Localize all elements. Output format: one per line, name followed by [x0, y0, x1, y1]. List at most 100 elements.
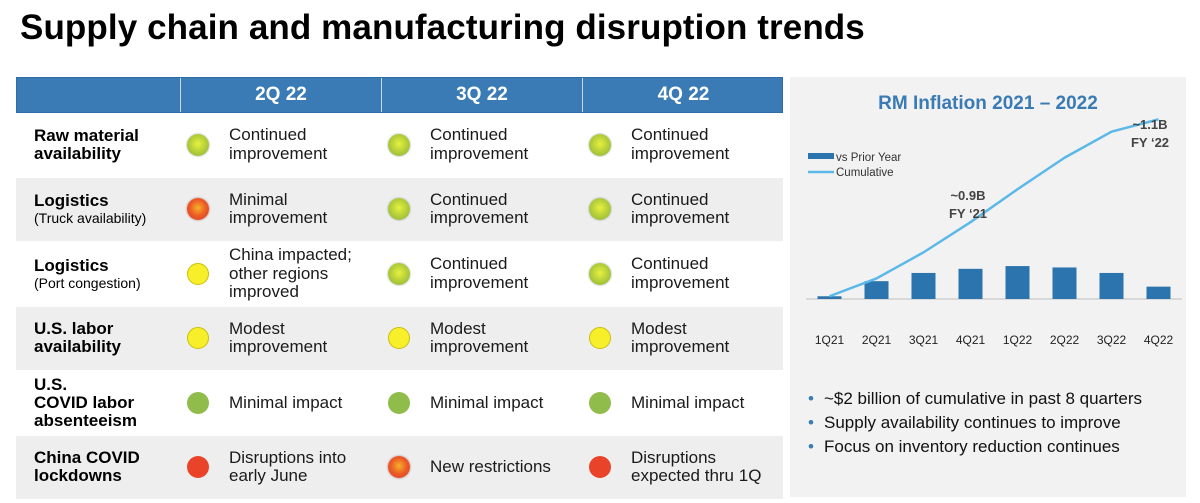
bar: [864, 281, 889, 299]
bullet-item: • Supply availability continues to improv…: [808, 411, 1142, 435]
status-cell: Continued improvement: [581, 178, 783, 242]
bullet-list: • ~$2 billion of cumulative in past 8 qua…: [808, 387, 1142, 459]
status-cell: Continued improvement: [581, 242, 783, 306]
x-tick-label: 2Q21: [862, 333, 892, 347]
x-tick-label: 4Q21: [956, 333, 986, 347]
status-dot-icon: [589, 391, 611, 414]
status-dot-icon: [187, 456, 209, 479]
row-label-main: U.S. COVID labor absenteeism: [34, 374, 137, 430]
status-cell: China impacted; other regions improved: [179, 242, 380, 306]
status-cell: Continued improvement: [581, 113, 783, 177]
x-tick-label: 3Q21: [909, 333, 939, 347]
disruption-table: 2Q 22 3Q 22 4Q 22 Raw material availabil…: [16, 77, 783, 500]
bar: [911, 272, 936, 299]
row-label: Logistics (Port congestion): [16, 242, 179, 306]
x-tick-label: 3Q22: [1097, 333, 1127, 347]
bullet-icon: •: [808, 389, 814, 408]
bar: [817, 296, 842, 299]
header-cell-3q22: 3Q 22: [381, 78, 582, 112]
table-header: 2Q 22 3Q 22 4Q 22: [16, 77, 783, 113]
header-cell-4q22: 4Q 22: [582, 78, 784, 112]
status-text: Continued improvement: [631, 254, 730, 292]
rm-inflation-chart: 1Q21 2Q21 3Q21 4Q21 1Q22 2Q22 3Q22 4Q22 vs Prior…: [806, 117, 1182, 347]
legend-label-bars: vs Prior Year: [836, 152, 901, 164]
row-label-main: U.S. labor availability: [34, 319, 121, 357]
rm-inflation-panel: RM Inflation 2021 – 2022 1Q21 2Q21 3Q21 4Q2…: [790, 77, 1186, 497]
status-dot-icon: [187, 262, 209, 285]
status-dot-icon: [589, 262, 611, 285]
row-label-main: Logistics: [34, 191, 109, 211]
bar: [1052, 267, 1077, 299]
bullet-item: • ~$2 billion of cumulative in past 8 qua…: [808, 387, 1142, 411]
status-dot-icon: [388, 133, 410, 156]
status-text: Continued improvement: [631, 189, 730, 228]
header-cell-blank: [17, 78, 180, 112]
status-cell: Minimal impact: [380, 371, 581, 435]
status-cell: Modest improvement: [179, 307, 380, 371]
status-cell: Disruptions expected thru 1Q: [581, 436, 783, 500]
x-tick-label: 1Q22: [1003, 333, 1033, 347]
legend-label-line: Cumulative: [836, 167, 894, 179]
status-text: Minimal impact: [229, 392, 343, 412]
status-cell: Disruptions into early June: [179, 436, 380, 500]
table-row: Raw material availability Continued impro…: [16, 113, 783, 178]
annotation-value: ~1.1B: [1132, 117, 1167, 132]
status-cell: Minimal impact: [179, 371, 380, 435]
status-dot-icon: [388, 198, 410, 221]
table-row: China COVID lockdowns Disruptions into ea…: [16, 435, 783, 500]
status-text: Continued improvement: [430, 254, 529, 292]
status-dot-icon: [388, 456, 410, 479]
row-label-sub: (Truck availability): [34, 210, 147, 227]
status-cell: Continued improvement: [380, 242, 581, 306]
table-body: Raw material availability Continued impro…: [16, 113, 783, 500]
row-label-main: China COVID lockdowns: [34, 448, 140, 486]
row-label-main: Raw material availability: [34, 125, 139, 163]
x-tick-label: 2Q22: [1050, 333, 1080, 347]
status-cell: Modest improvement: [581, 307, 783, 371]
header-cell-2q22: 2Q 22: [180, 78, 381, 112]
table-row: Logistics (Port congestion) China impacted…: [16, 242, 783, 307]
status-text: Modest improvement: [430, 318, 529, 357]
bullet-icon: •: [808, 437, 814, 456]
status-dot-icon: [187, 391, 209, 414]
annotation-period: FY ‘21: [949, 206, 987, 221]
row-label: Raw material availability: [16, 113, 179, 177]
status-text: Continued improvement: [430, 189, 529, 228]
chart-title: RM Inflation 2021 – 2022: [878, 93, 1098, 114]
table-row: U.S. COVID labor absenteeism Minimal impa…: [16, 371, 783, 436]
legend-bar-swatch: [808, 153, 834, 159]
bar: [958, 268, 983, 299]
status-text: Minimal impact: [631, 392, 745, 412]
row-label-main: Logistics: [34, 255, 109, 275]
status-text: Continued improvement: [430, 125, 529, 163]
status-dot-icon: [589, 198, 611, 221]
status-text: Disruptions into early June: [229, 447, 347, 486]
status-text: Continued improvement: [229, 125, 328, 163]
table-row: Logistics (Truck availability) Minimal imp…: [16, 177, 783, 242]
bar: [1005, 266, 1030, 299]
bar: [1099, 272, 1124, 299]
status-text: Disruptions expected thru 1Q: [631, 447, 762, 486]
row-label: Logistics (Truck availability): [16, 178, 179, 242]
status-cell: Modest improvement: [380, 307, 581, 371]
status-text: Modest improvement: [229, 318, 328, 357]
status-text: New restrictions: [430, 457, 551, 476]
status-dot-icon: [388, 327, 410, 350]
status-text: China impacted; other regions improved: [229, 245, 352, 301]
row-label: U.S. COVID labor absenteeism: [16, 371, 179, 435]
status-text: Continued improvement: [631, 125, 730, 163]
bullet-icon: •: [808, 413, 814, 432]
x-tick-label: 4Q22: [1144, 333, 1174, 347]
status-text: Modest improvement: [631, 318, 730, 357]
page-title: Supply chain and manufacturing disruptio…: [20, 8, 865, 47]
bullet-item: • Focus on inventory reduction continues: [808, 435, 1142, 459]
status-cell: New restrictions: [380, 436, 581, 500]
status-dot-icon: [187, 327, 209, 350]
row-label: China COVID lockdowns: [16, 436, 179, 500]
status-dot-icon: [388, 391, 410, 414]
bar: [1146, 286, 1171, 299]
status-cell: Continued improvement: [179, 113, 380, 177]
status-text: Minimal improvement: [229, 189, 328, 228]
status-dot-icon: [589, 327, 611, 350]
annotation-period: FY ‘22: [1131, 135, 1169, 150]
